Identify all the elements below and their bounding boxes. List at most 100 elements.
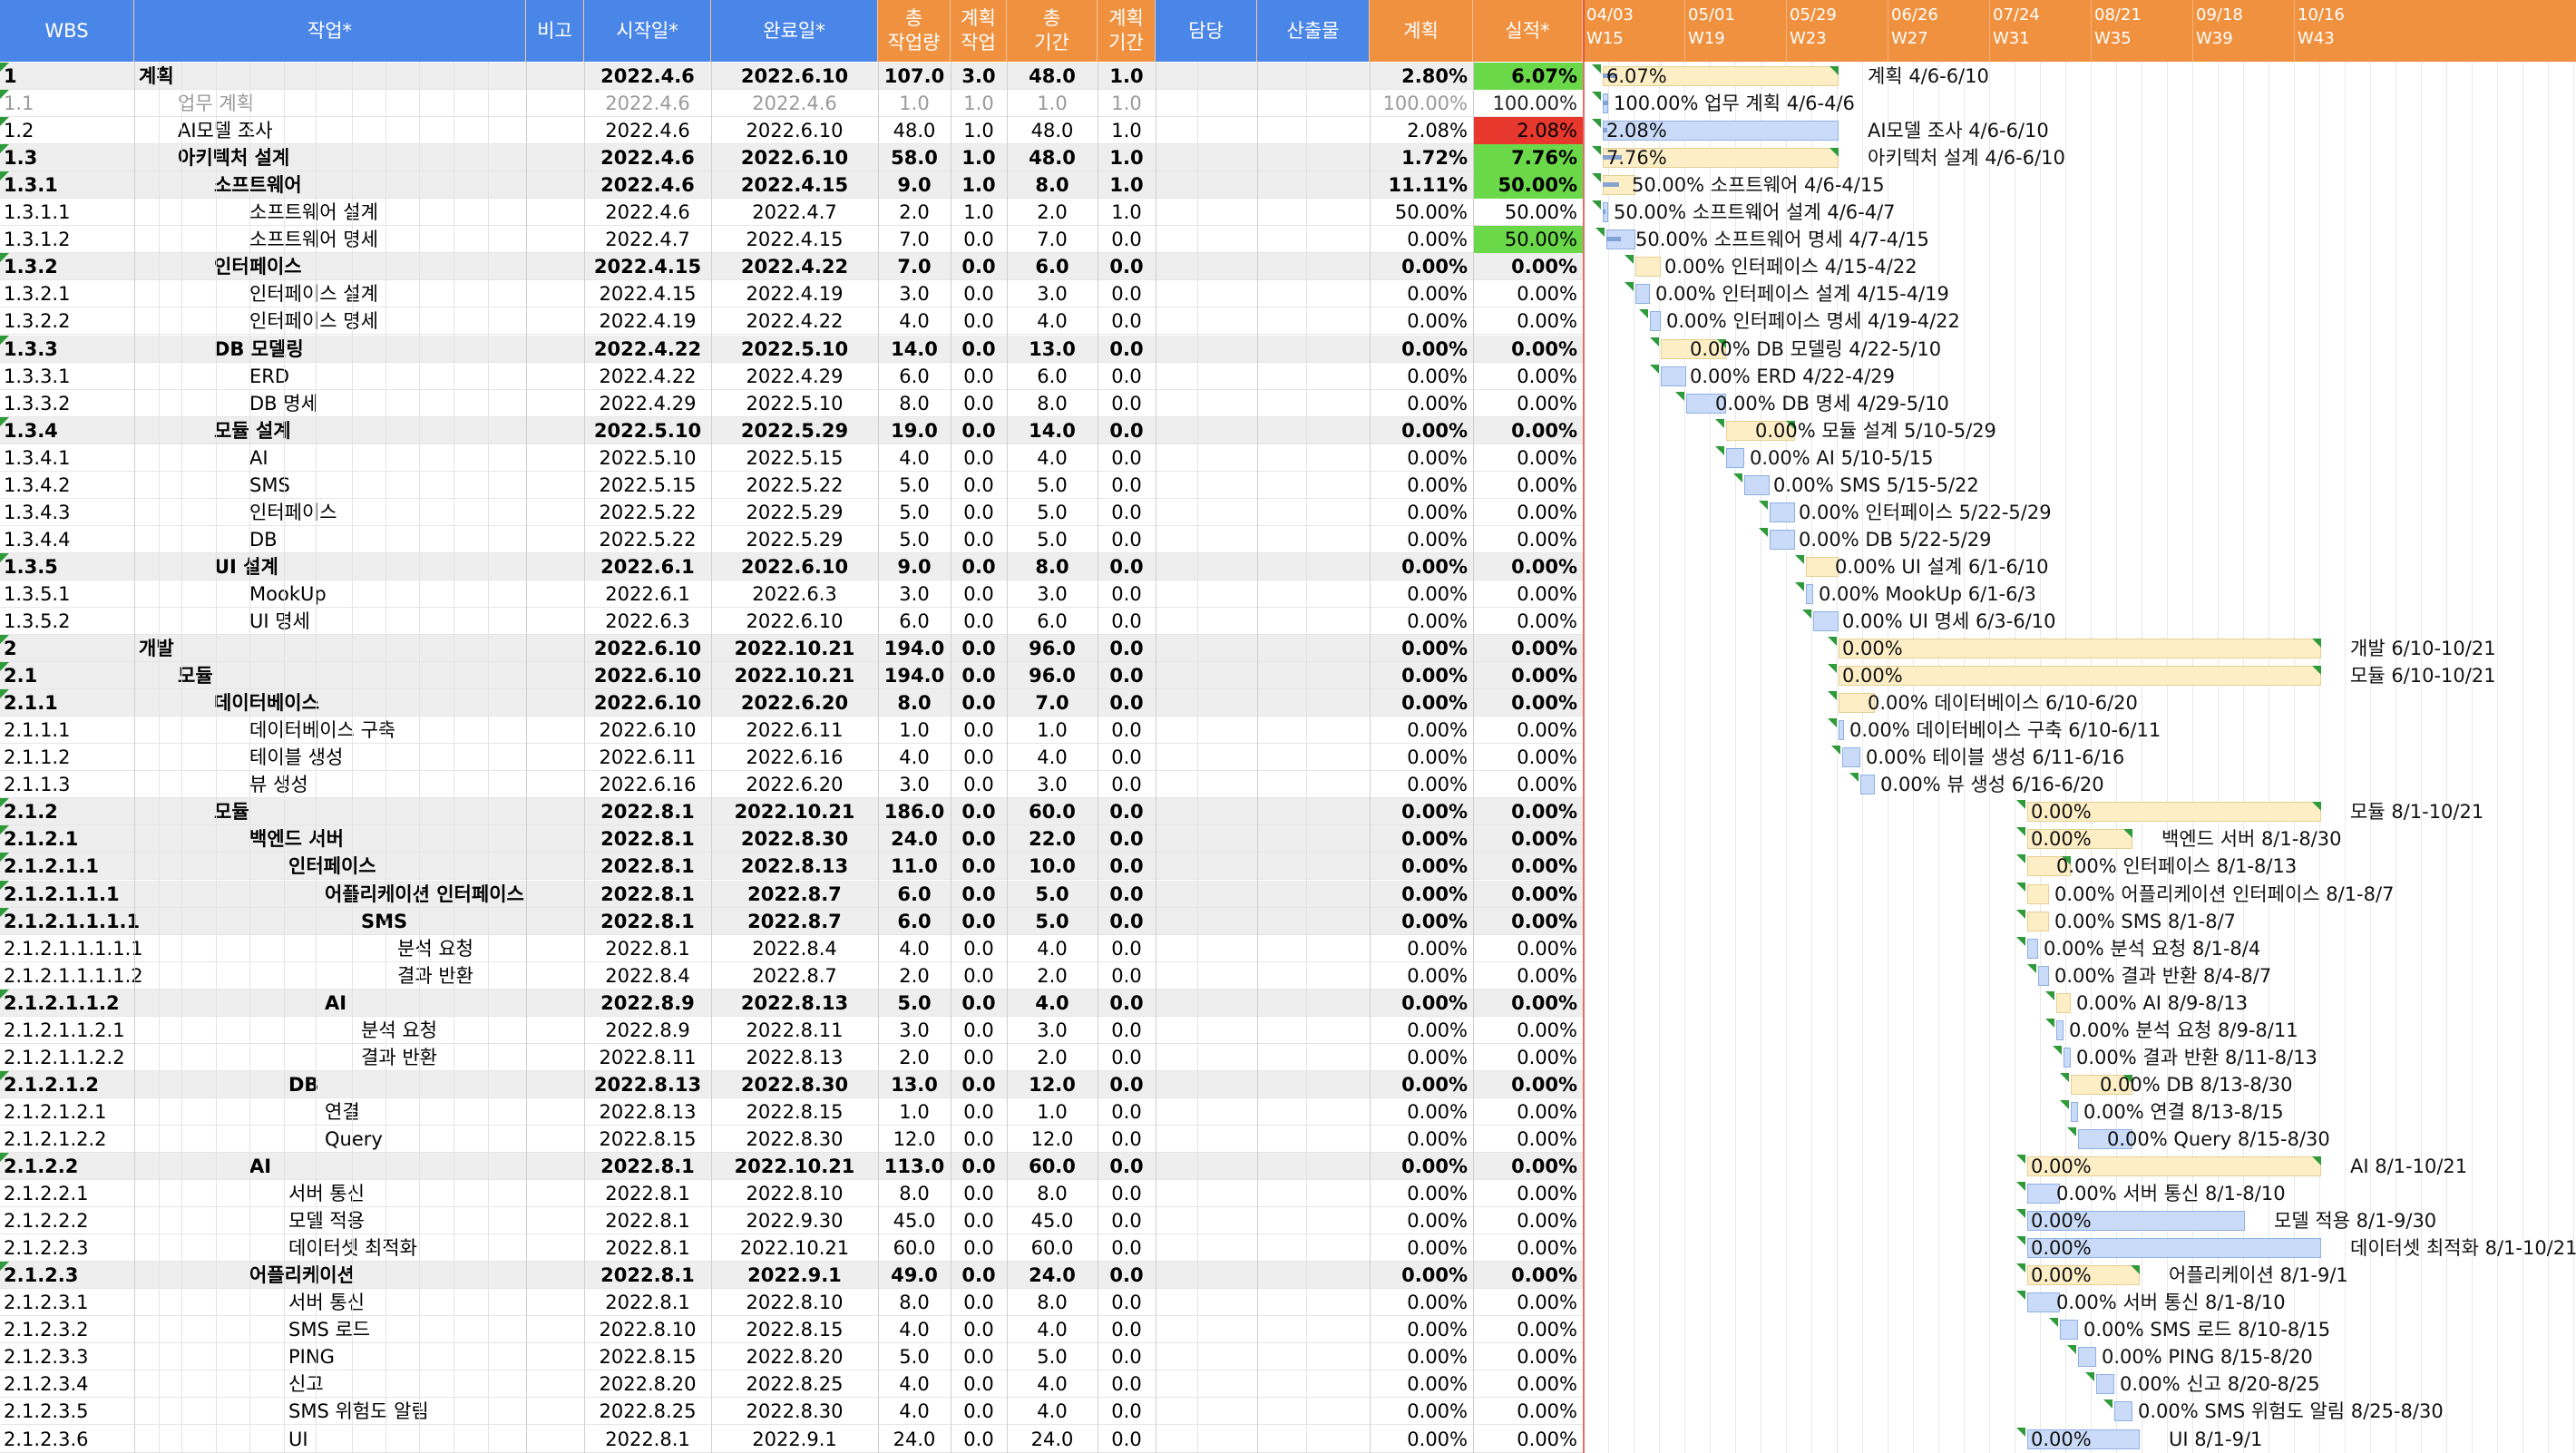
task-name-cell[interactable]: SMS bbox=[361, 910, 408, 932]
task-name-cell[interactable]: 서버 통신 bbox=[288, 1292, 365, 1314]
plan-percent-cell[interactable]: 0.00% bbox=[1407, 964, 1468, 987]
total-work-cell[interactable]: 24.0 bbox=[893, 1428, 936, 1450]
end-date-cell[interactable]: 2022.10.21 bbox=[734, 638, 855, 660]
end-date-cell[interactable]: 2022.4.7 bbox=[752, 201, 837, 224]
plan-period-cell[interactable]: 0.0 bbox=[1111, 1428, 1142, 1450]
total-period-cell[interactable]: 2.0 bbox=[1037, 964, 1068, 987]
plan-work-cell[interactable]: 0.0 bbox=[961, 991, 996, 1014]
end-date-cell[interactable]: 2022.6.10 bbox=[746, 610, 844, 632]
end-date-cell[interactable]: 2022.4.6 bbox=[752, 93, 837, 115]
plan-work-cell[interactable]: 0.0 bbox=[961, 1073, 996, 1096]
plan-percent-cell[interactable]: 0.00% bbox=[1401, 991, 1468, 1014]
wbs-cell[interactable]: 2.1.2 bbox=[4, 801, 58, 824]
table-row[interactable]: 2.1.2.1.2 DB 2022.8.13 2022.8.30 13.0 0.0 12.0… bbox=[0, 1070, 1583, 1098]
plan-period-cell[interactable]: 0.0 bbox=[1111, 473, 1142, 496]
end-date-cell[interactable]: 2022.8.25 bbox=[746, 1373, 844, 1396]
total-period-cell[interactable]: 5.0 bbox=[1037, 1346, 1068, 1369]
plan-percent-cell[interactable]: 0.00% bbox=[1407, 229, 1468, 251]
total-period-cell[interactable]: 7.0 bbox=[1037, 229, 1068, 251]
start-date-cell[interactable]: 2022.8.25 bbox=[599, 1400, 697, 1423]
plan-work-cell[interactable]: 1.0 bbox=[963, 93, 994, 115]
total-period-cell[interactable]: 14.0 bbox=[1029, 419, 1076, 442]
plan-work-cell[interactable]: 0.0 bbox=[961, 910, 996, 932]
actual-percent-cell[interactable]: 0.00% bbox=[1511, 665, 1577, 687]
end-date-cell[interactable]: 2022.8.13 bbox=[740, 991, 849, 1014]
plan-work-cell[interactable]: 0.0 bbox=[963, 1046, 994, 1068]
plan-percent-cell[interactable]: 0.00% bbox=[1407, 937, 1468, 960]
table-row[interactable]: 2.1 모듈 2022.6.10 2022.10.21 194.0 0.0 96.0 0.0 0… bbox=[0, 662, 1583, 690]
gantt-bar[interactable] bbox=[2027, 1184, 2060, 1204]
start-date-cell[interactable]: 2022.8.20 bbox=[599, 1373, 697, 1396]
task-name-cell[interactable]: SMS 로드 bbox=[288, 1319, 371, 1341]
plan-percent-cell[interactable]: 0.00% bbox=[1407, 283, 1468, 306]
wbs-cell[interactable]: 1.1 bbox=[4, 93, 34, 115]
wbs-cell[interactable]: 2.1.2.1.1.2.2 bbox=[4, 1046, 125, 1068]
wbs-cell[interactable]: 2.1.2.3.6 bbox=[4, 1428, 89, 1450]
table-row[interactable]: 2.1.2.2 AI 2022.8.1 2022.10.21 113.0 0.0 60.0 0… bbox=[0, 1153, 1583, 1180]
gantt-bar[interactable] bbox=[2027, 802, 2321, 823]
task-name-cell[interactable]: DB 모델링 bbox=[214, 337, 304, 360]
end-date-cell[interactable]: 2022.8.15 bbox=[746, 1100, 844, 1123]
table-row[interactable]: 1.3.3.1 ERD 2022.4.22 2022.4.29 6.0 0.0 6.0 0.0… bbox=[0, 363, 1583, 390]
actual-percent-cell[interactable]: 50.00% bbox=[1473, 226, 1583, 254]
plan-work-cell[interactable]: 3.0 bbox=[961, 65, 996, 87]
total-work-cell[interactable]: 3.0 bbox=[899, 283, 930, 306]
table-row[interactable]: 1.3.4.2 SMS 2022.5.15 2022.5.22 5.0 0.0 5.0 0.0… bbox=[0, 472, 1583, 499]
start-date-cell[interactable]: 2022.8.10 bbox=[599, 1319, 697, 1341]
wbs-cell[interactable]: 2.1.2.1 bbox=[4, 828, 79, 851]
actual-percent-cell[interactable]: 0.00% bbox=[1517, 392, 1577, 414]
plan-period-cell[interactable]: 0.0 bbox=[1111, 446, 1142, 469]
total-work-cell[interactable]: 186.0 bbox=[883, 801, 945, 824]
gantt-bar[interactable] bbox=[2064, 1047, 2071, 1068]
plan-work-cell[interactable]: 0.0 bbox=[963, 1183, 994, 1205]
plan-percent-cell[interactable]: 0.00% bbox=[1407, 501, 1468, 523]
actual-percent-cell[interactable]: 0.00% bbox=[1511, 1264, 1577, 1287]
actual-percent-cell[interactable]: 0.00% bbox=[1517, 365, 1577, 387]
end-date-cell[interactable]: 2022.6.10 bbox=[740, 555, 849, 578]
plan-percent-cell[interactable]: 0.00% bbox=[1401, 692, 1468, 715]
wbs-cell[interactable]: 2.1.2.1.1.2 bbox=[4, 991, 120, 1014]
wbs-cell[interactable]: 1.3.5.1 bbox=[4, 582, 71, 605]
plan-period-cell[interactable]: 1.0 bbox=[1111, 93, 1142, 115]
task-name-cell[interactable]: 인터페이스 bbox=[288, 855, 376, 878]
end-date-cell[interactable]: 2022.10.21 bbox=[734, 801, 855, 824]
end-date-cell[interactable]: 2022.4.15 bbox=[740, 174, 849, 197]
plan-work-cell[interactable]: 0.0 bbox=[963, 1400, 994, 1423]
actual-percent-cell[interactable]: 0.00% bbox=[1517, 1428, 1577, 1450]
gantt-bar[interactable] bbox=[1860, 775, 1875, 795]
end-date-cell[interactable]: 2022.4.29 bbox=[746, 365, 844, 387]
end-date-cell[interactable]: 2022.4.19 bbox=[746, 283, 844, 306]
plan-period-cell[interactable]: 0.0 bbox=[1109, 801, 1144, 824]
total-period-cell[interactable]: 45.0 bbox=[1030, 1210, 1074, 1233]
table-row[interactable]: 1.3.2.1 인터페이스 설계 2022.4.15 2022.4.19 3.0 0.0 3… bbox=[0, 280, 1583, 308]
total-period-cell[interactable]: 4.0 bbox=[1037, 310, 1068, 333]
actual-percent-cell[interactable]: 7.76% bbox=[1473, 144, 1583, 172]
plan-work-cell[interactable]: 0.0 bbox=[961, 801, 996, 824]
plan-percent-cell[interactable]: 2.08% bbox=[1407, 120, 1468, 142]
total-period-cell[interactable]: 4.0 bbox=[1035, 991, 1069, 1014]
total-period-cell[interactable]: 4.0 bbox=[1037, 1400, 1068, 1423]
task-name-cell[interactable]: 개발 bbox=[139, 638, 174, 660]
start-date-cell[interactable]: 2022.8.15 bbox=[599, 1127, 697, 1150]
task-name-cell[interactable]: 인터페이스 명세 bbox=[249, 310, 378, 333]
actual-percent-cell[interactable]: 50.00% bbox=[1473, 171, 1583, 200]
start-date-cell[interactable]: 2022.4.6 bbox=[600, 65, 695, 87]
table-row[interactable]: 2.1.2.1 백엔드 서버 2022.8.1 2022.8.30 24.0 0.0 22.… bbox=[0, 825, 1583, 853]
actual-percent-cell[interactable]: 0.00% bbox=[1511, 828, 1577, 851]
wbs-cell[interactable]: 2.1.2.2 bbox=[4, 1156, 79, 1177]
plan-percent-cell[interactable]: 0.00% bbox=[1407, 528, 1468, 551]
plan-work-cell[interactable]: 0.0 bbox=[961, 855, 996, 878]
plan-period-cell[interactable]: 0.0 bbox=[1111, 229, 1142, 251]
gantt-bar[interactable] bbox=[2078, 1347, 2096, 1368]
actual-percent-cell[interactable]: 0.00% bbox=[1517, 310, 1577, 333]
gantt-bar[interactable] bbox=[2027, 1292, 2060, 1313]
plan-period-cell[interactable]: 0.0 bbox=[1109, 638, 1144, 660]
table-row[interactable]: 1.3.3.2 DB 명세 2022.4.29 2022.5.10 8.0 0.0 8.0 0… bbox=[0, 390, 1583, 417]
total-period-cell[interactable]: 3.0 bbox=[1037, 1019, 1068, 1041]
plan-work-cell[interactable]: 0.0 bbox=[961, 256, 996, 278]
total-work-cell[interactable]: 8.0 bbox=[899, 392, 930, 414]
table-row[interactable]: 2.1.2.1.2.1 연결 2022.8.13 2022.8.15 1.0 0.0 1.0… bbox=[0, 1098, 1583, 1126]
task-name-cell[interactable]: DB bbox=[288, 1073, 319, 1096]
plan-work-cell[interactable]: 0.0 bbox=[963, 1428, 994, 1450]
wbs-cell[interactable]: 1.3.2.2 bbox=[4, 310, 71, 333]
